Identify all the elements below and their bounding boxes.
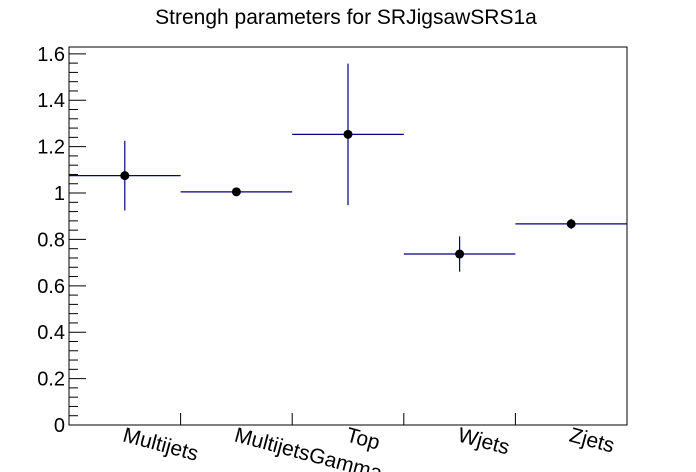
data-point bbox=[455, 249, 465, 259]
y-tick-label: 0.2 bbox=[37, 369, 65, 391]
chart-title: Strengh parameters for SRJigsawSRS1a bbox=[155, 6, 537, 29]
data-layer bbox=[69, 63, 627, 272]
plot-frame bbox=[68, 46, 628, 426]
y-tick-label: 0.6 bbox=[37, 276, 65, 298]
y-tick-label: 1.4 bbox=[37, 90, 65, 112]
data-point bbox=[566, 219, 576, 229]
y-tick-label: 0 bbox=[54, 415, 65, 437]
y-tick-label: 1.2 bbox=[37, 137, 65, 159]
y-tick-label: 1 bbox=[54, 183, 65, 205]
y-tick-label: 1.6 bbox=[37, 44, 65, 66]
data-point bbox=[343, 129, 353, 139]
data-point bbox=[120, 171, 130, 181]
data-point bbox=[231, 187, 241, 197]
y-tick-label: 0.8 bbox=[37, 229, 65, 251]
y-tick-label: 0.4 bbox=[37, 322, 65, 344]
